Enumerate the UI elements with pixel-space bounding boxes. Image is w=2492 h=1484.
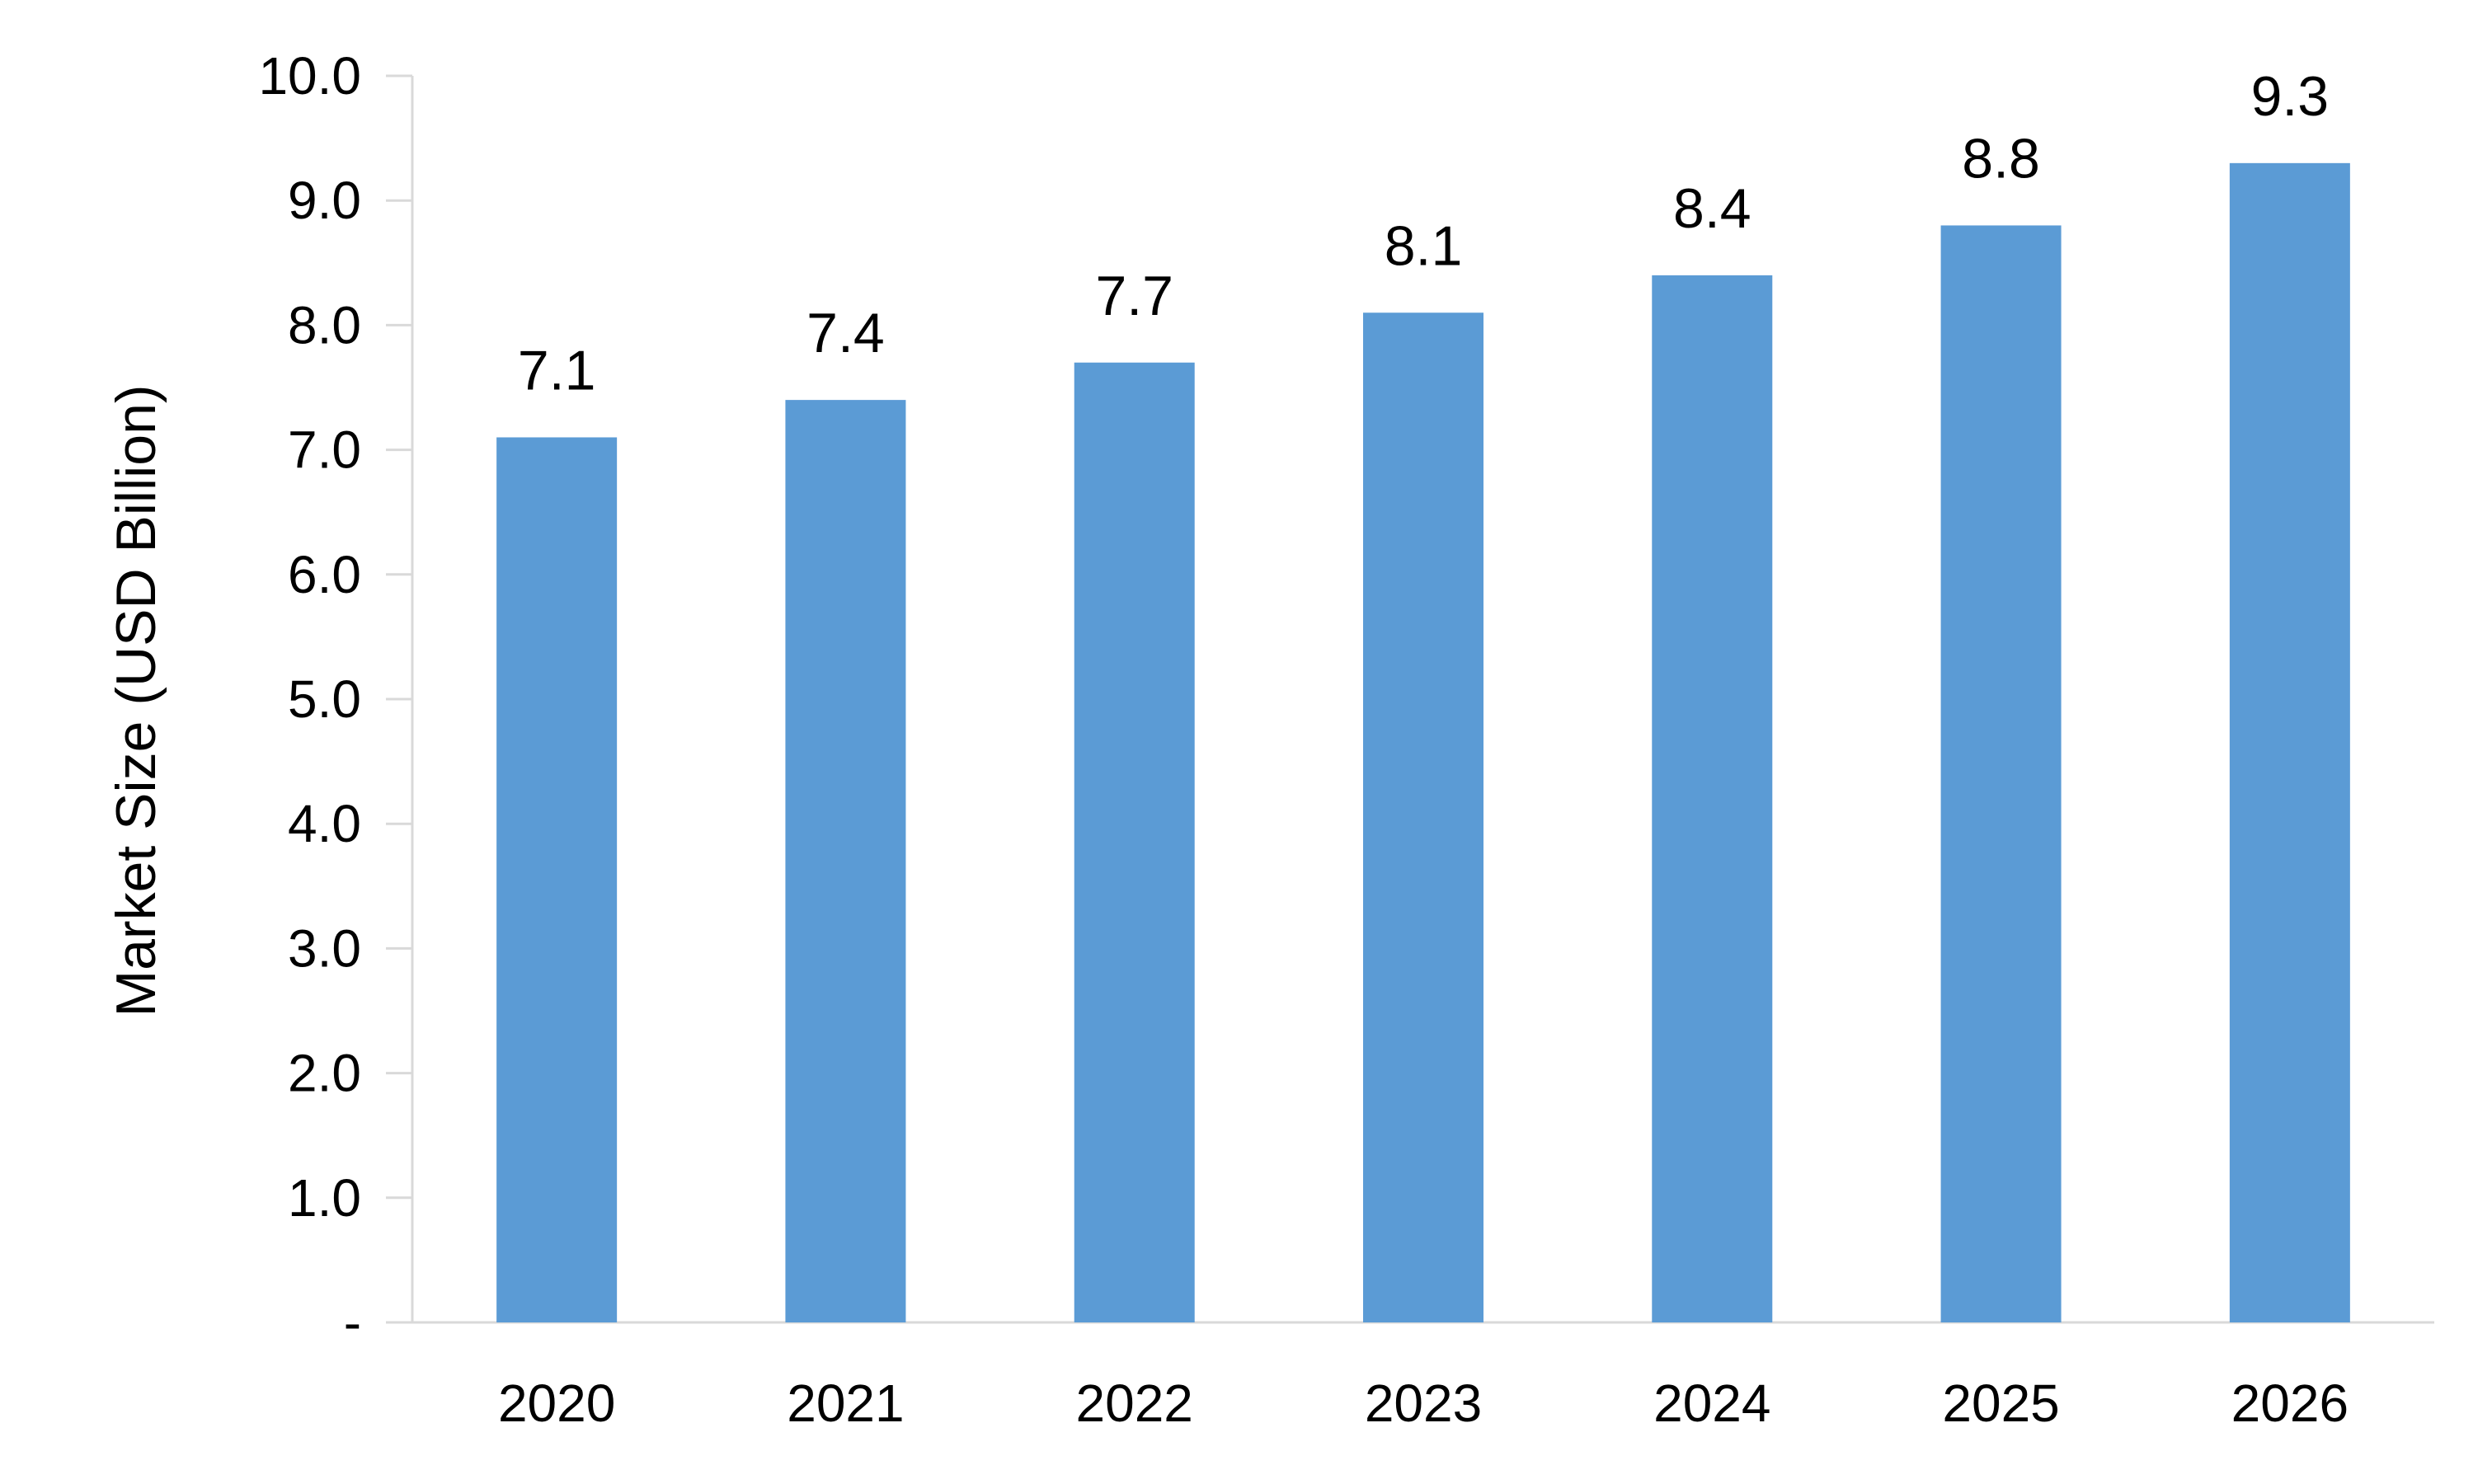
data-label: 7.4 <box>806 302 885 364</box>
y-axis-ticks: - 1.0 2.0 3.0 4.0 5.0 6.0 7.0 8.0 9.0 10.0 <box>258 46 412 1352</box>
y-tick-label: 9.0 <box>288 171 361 230</box>
bar <box>496 437 618 1322</box>
y-tick-label: 6.0 <box>288 545 361 604</box>
x-tick-label: 2022 <box>1076 1374 1193 1433</box>
data-label: 7.7 <box>1095 265 1173 327</box>
x-tick-label: 2021 <box>787 1374 904 1433</box>
data-label: 9.3 <box>2251 65 2330 128</box>
bar <box>785 400 906 1322</box>
x-tick-label: 2024 <box>1653 1374 1770 1433</box>
bar <box>1074 362 1195 1322</box>
bar <box>1363 312 1483 1322</box>
y-tick-label: 2.0 <box>288 1044 361 1103</box>
y-tick-label: 8.0 <box>288 295 361 355</box>
y-tick-label: - <box>344 1293 361 1352</box>
y-tick-label: 5.0 <box>288 669 361 729</box>
y-axis-title: Market Size (USD Billion) <box>105 384 167 1017</box>
bar <box>2229 162 2350 1323</box>
y-tick-label: 1.0 <box>288 1168 361 1228</box>
x-tick-label: 2025 <box>1942 1374 2059 1433</box>
bar <box>1652 275 1773 1322</box>
x-axis-ticks: 2020 2021 2022 2023 2024 2025 2026 <box>498 1374 2349 1433</box>
data-label: 7.1 <box>518 339 596 402</box>
x-tick-label: 2020 <box>498 1374 615 1433</box>
data-label: 8.8 <box>1962 127 2040 190</box>
x-tick-label: 2023 <box>1365 1374 1482 1433</box>
x-tick-label: 2026 <box>2231 1374 2349 1433</box>
data-label: 8.1 <box>1385 214 1463 277</box>
data-labels: 7.1 7.4 7.7 8.1 8.4 8.8 9.3 <box>518 65 2329 402</box>
bars <box>496 162 2350 1323</box>
data-label: 8.4 <box>1673 177 1751 240</box>
bar <box>1940 225 2062 1323</box>
y-tick-label: 3.0 <box>288 918 361 978</box>
y-tick-label: 10.0 <box>258 46 361 106</box>
y-axis-title-group: Market Size (USD Billion) <box>105 384 167 1017</box>
y-tick-label: 4.0 <box>288 794 361 853</box>
y-tick-label: 7.0 <box>288 420 361 480</box>
